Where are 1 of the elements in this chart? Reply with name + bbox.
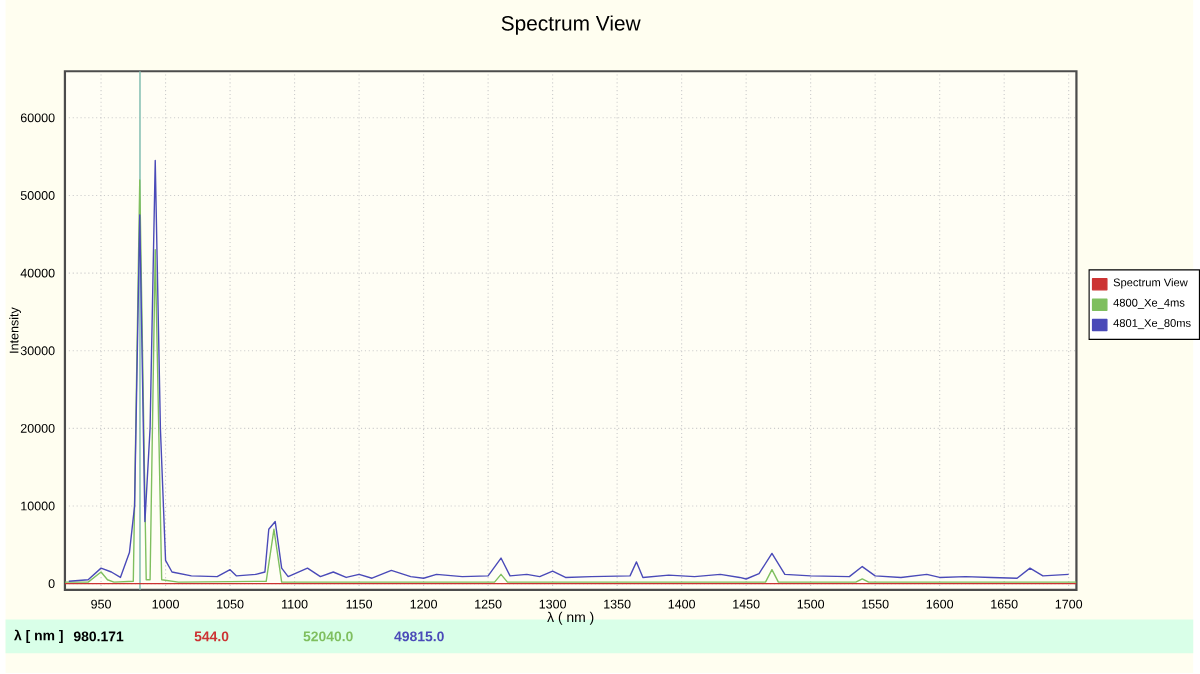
chart-title: Spectrum View	[501, 15, 641, 36]
